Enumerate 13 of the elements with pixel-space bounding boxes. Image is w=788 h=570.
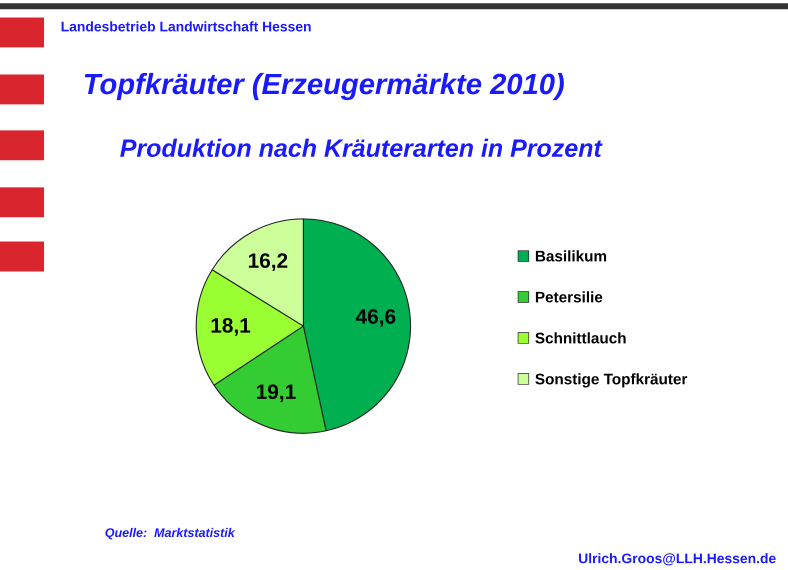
chart-subtitle: Produktion nach Kräuterarten in Prozent <box>120 138 603 158</box>
legend-label: Petersilie <box>536 291 602 302</box>
text: Landesbetrieb Landwirtschaft Hessen <box>62 21 311 32</box>
legend-label: Sonstige Topfkräuter <box>535 373 688 388</box>
text: Ulrich.Groos@LLH.Hessen.de <box>579 553 776 566</box>
data-label: 18,1 <box>212 318 250 336</box>
legend-label: Basilikum <box>536 250 606 262</box>
source-note: Quelle: Marktstatistik <box>105 528 236 540</box>
data-label: 16,2 <box>248 253 288 272</box>
legend-label: Schnittlauch <box>535 332 626 344</box>
chart-title: Topfkräuter (Erzeugermärkte 2010) <box>84 72 564 100</box>
data-label: 19,1 <box>256 384 296 402</box>
data-label: 46,6 <box>356 309 396 327</box>
